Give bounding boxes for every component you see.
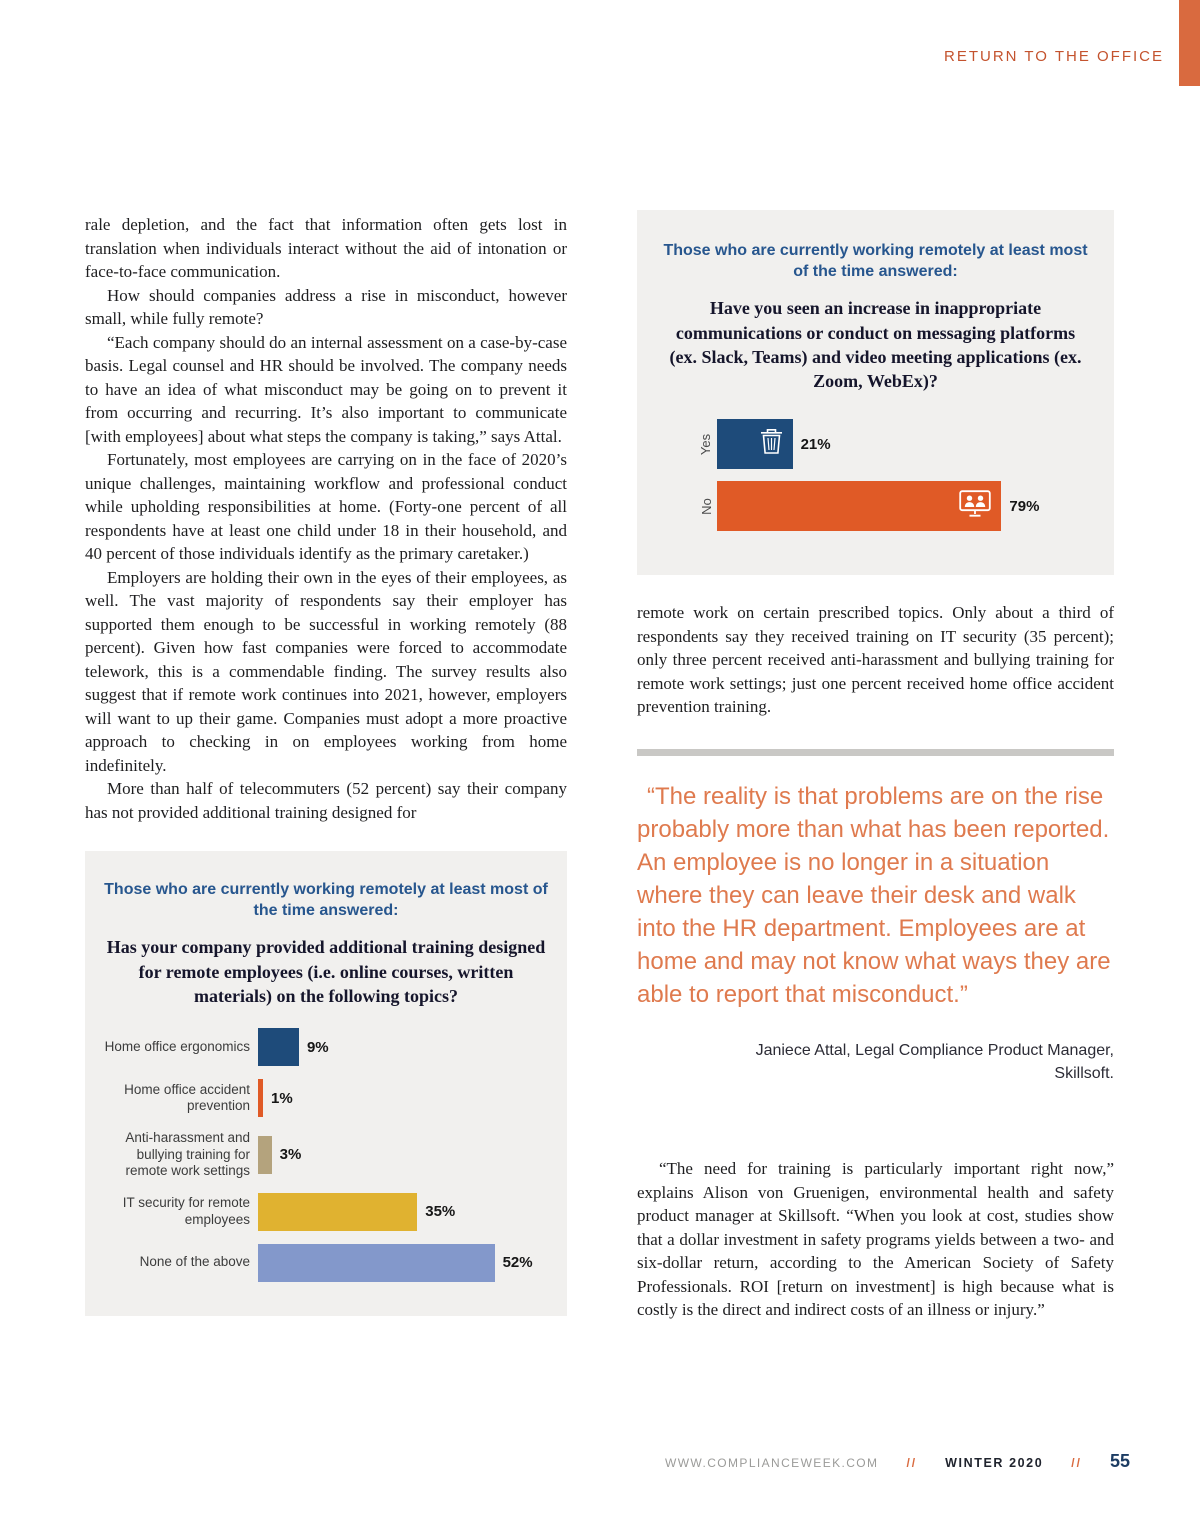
footer-page-number: 55 [1109, 1451, 1130, 1471]
chart-row: IT security for remote employees 35% [103, 1192, 549, 1231]
category-label: None of the above [139, 1254, 250, 1270]
chart-row: Anti-harassment and bullying training fo… [103, 1130, 549, 1179]
category-label: No [698, 498, 714, 515]
value-label: 79% [1009, 497, 1040, 515]
chart-plot-area: Yes [695, 419, 1090, 532]
chart-eyebrow: Those who are currently working remotely… [663, 242, 1088, 281]
value-label: 9% [306, 1038, 329, 1056]
body-paragraph: More than half of telecommuters (52 perc… [85, 779, 567, 822]
body-paragraph: Fortunately, most employees are carrying… [85, 450, 567, 563]
body-paragraph: remote work on certain prescribed topics… [637, 603, 1114, 717]
body-paragraph: rale depletion, and the fact that inform… [85, 215, 567, 281]
value-label: 3% [279, 1146, 302, 1164]
page-footer: WWW.COMPLIANCEWEEK.COM // WINTER 2020 //… [665, 1451, 1130, 1472]
pull-quote-divider [637, 748, 1114, 756]
chart-row: Home office ergonomics 9% [103, 1028, 549, 1067]
chart-row: Home office accident prevention 1% [103, 1079, 549, 1118]
body-paragraph: How should companies address a rise in m… [85, 285, 567, 329]
closing-body-text: “The need for training is particularly i… [637, 1157, 1114, 1322]
footer-separator: // [1071, 1456, 1082, 1470]
chart-bar [258, 1135, 272, 1174]
chart-row: None of the above 52% [103, 1243, 549, 1282]
quote-attribution: Janiece Attal, Legal Compliance Product … [637, 1039, 1114, 1085]
page-edge-accent [1179, 0, 1200, 86]
category-label: Yes [698, 433, 714, 456]
chart-bar [258, 1079, 263, 1118]
trash-icon [760, 428, 783, 460]
chart-row: Yes [695, 419, 1090, 470]
chart-plot-area: Home office ergonomics 9% Home office ac… [103, 1028, 549, 1282]
category-label: Anti-harassment and bullying training fo… [125, 1130, 250, 1179]
value-label: 1% [271, 1089, 293, 1107]
chart-question: Has your company provided additional tra… [106, 937, 546, 1006]
chart-eyebrow: Those who are currently working remotely… [104, 881, 548, 920]
right-column: Those who are currently working remotely… [637, 210, 1114, 1322]
chart-question: Have you seen an increase in inappropria… [669, 298, 1082, 392]
pull-quote: “The reality is that problems are on the… [637, 782, 1111, 1008]
left-column: rale depletion, and the fact that inform… [85, 213, 567, 1316]
chart-bar [258, 1243, 495, 1282]
section-header: RETURN TO THE OFFICE [943, 48, 1164, 65]
chart-bar [717, 419, 793, 470]
left-body-text: rale depletion, and the fact that inform… [85, 213, 567, 824]
chart-bar [717, 481, 1002, 532]
chart-row: No [695, 481, 1090, 532]
inappropriate-conduct-chart: Those who are currently working remotely… [637, 210, 1114, 576]
right-body-text: remote work on certain prescribed topics… [637, 601, 1114, 719]
footer-issue: WINTER 2020 [945, 1456, 1044, 1470]
attribution-name-title: Janiece Attal, Legal Compliance Product … [755, 1041, 1114, 1059]
attribution-company: Skillsoft. [1054, 1065, 1114, 1083]
value-label: 21% [800, 435, 831, 453]
chart-bar [258, 1028, 299, 1067]
body-paragraph: Employers are holding their own in the e… [85, 567, 567, 775]
chart-bar [258, 1192, 418, 1231]
category-label: Home office ergonomics [104, 1038, 250, 1054]
value-label: 52% [502, 1254, 533, 1272]
category-label: Home office accident prevention [124, 1081, 250, 1114]
training-topics-chart: Those who are currently working remotely… [85, 851, 567, 1316]
category-label: IT security for remote employees [122, 1195, 250, 1227]
footer-separator: // [906, 1456, 918, 1470]
value-label: 35% [425, 1203, 456, 1221]
body-paragraph: “Each company should do an internal asse… [85, 332, 567, 446]
video-meeting-icon [959, 490, 992, 523]
footer-site-url: WWW.COMPLIANCEWEEK.COM [664, 1456, 879, 1470]
body-paragraph: “The need for training is particularly i… [637, 1159, 1114, 1320]
